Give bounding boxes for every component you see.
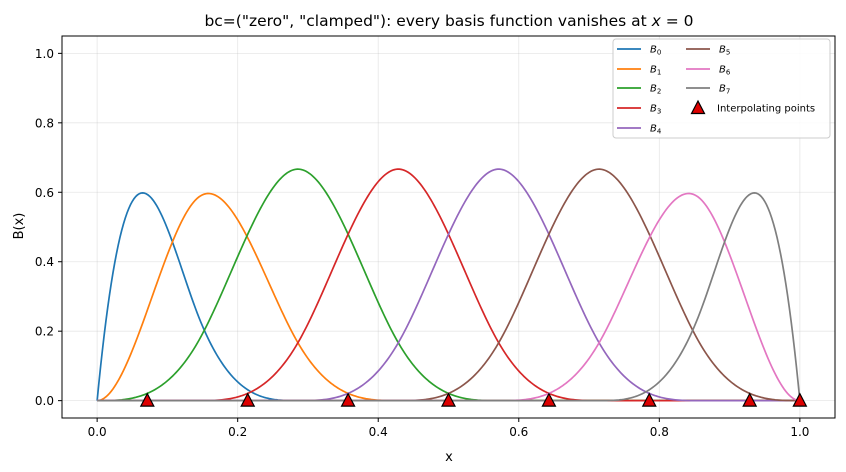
x-axis-label: x: [445, 450, 453, 465]
series-line-3: [97, 168, 800, 402]
legend-label-6: B6: [719, 65, 731, 77]
legend-label-7: B7: [719, 84, 730, 96]
series-line-1: [97, 192, 800, 402]
y-tick-label: 1.0: [35, 47, 54, 61]
plot-frame: [61, 35, 836, 419]
x-tick-label: 0.6: [509, 425, 528, 439]
x-tick-label: 0.4: [369, 425, 388, 439]
legend-label-3: B3: [650, 104, 661, 116]
y-tick-label: 0.8: [35, 116, 54, 130]
legend: B0 B1 B2 B3 B4 B5 B6 B7 Interpolating points: [612, 38, 831, 139]
x-tick-label: 0.2: [228, 425, 247, 439]
x-tick-label: 0.8: [650, 425, 669, 439]
y-tick-label: 0.2: [35, 325, 54, 339]
series-lines: [96, 168, 801, 402]
series-line-0: [96, 192, 800, 402]
y-tick-label: 0.6: [35, 186, 54, 200]
series-line-5: [97, 168, 800, 402]
x-axis-ticks: 0.0 0.2 0.4 0.6 0.8 1.0: [88, 418, 809, 439]
y-tick-label: 0.0: [35, 394, 54, 408]
y-axis-ticks: 0.0 0.2 0.4 0.6 0.8 1.0: [35, 47, 62, 408]
legend-box: [612, 38, 831, 139]
legend-label-points: Interpolating points: [717, 104, 815, 115]
legend-label-1: B1: [650, 65, 661, 77]
interpolating-point: [742, 392, 758, 407]
series-line-6: [97, 192, 800, 402]
legend-label-5: B5: [719, 45, 730, 57]
interpolating-point: [792, 392, 808, 407]
interpolating-point: [240, 392, 256, 407]
y-tick-label: 0.4: [35, 255, 54, 269]
chart-title: bc=("zero", "clamped"): every basis func…: [204, 12, 693, 30]
y-axis-label: B(x): [12, 213, 27, 240]
series-line-7: [97, 192, 801, 402]
series-line-4: [97, 168, 800, 402]
interpolating-point-markers: [139, 392, 808, 407]
interpolating-point: [641, 392, 657, 407]
interpolating-point: [139, 392, 155, 407]
legend-label-2: B2: [650, 84, 661, 96]
legend-swatch-points: [690, 99, 706, 115]
legend-label-0: B0: [650, 45, 661, 57]
interpolating-point: [340, 392, 356, 407]
interpolating-point: [541, 392, 557, 407]
interpolating-point: [441, 392, 456, 407]
series-line-2: [97, 168, 800, 402]
x-tick-label: 0.0: [88, 425, 107, 439]
x-tick-label: 1.0: [790, 425, 809, 439]
legend-label-4: B4: [650, 124, 662, 136]
